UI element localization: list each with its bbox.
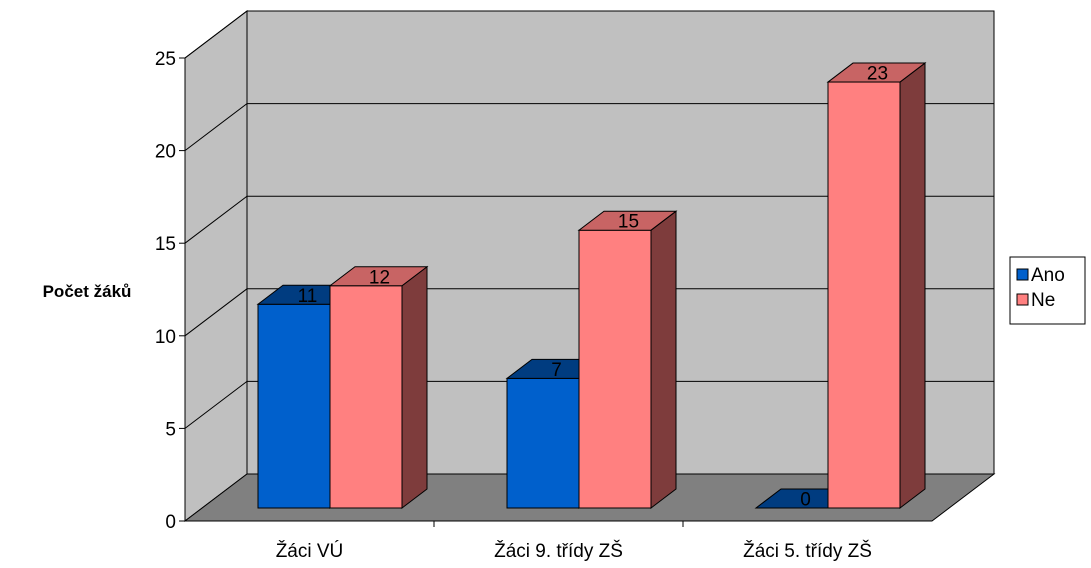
y-axis-label: Počet žáků bbox=[43, 282, 132, 301]
y-tick-label: 5 bbox=[165, 419, 176, 440]
bar-top bbox=[826, 62, 927, 83]
data-label: 0 bbox=[800, 490, 811, 511]
data-labels: 11 12 7 15 0 23 bbox=[298, 64, 888, 511]
gridline bbox=[184, 380, 994, 429]
bar-top bbox=[328, 266, 429, 287]
bar-side bbox=[899, 62, 926, 510]
y-tick-label: 20 bbox=[155, 142, 176, 163]
gridlines bbox=[184, 10, 994, 429]
bar-front bbox=[578, 229, 652, 509]
data-label: 12 bbox=[369, 267, 390, 288]
bar-front bbox=[329, 285, 403, 509]
y-tick-label: 10 bbox=[155, 327, 176, 348]
bar-front bbox=[257, 303, 331, 509]
data-label: 23 bbox=[867, 64, 888, 85]
bars bbox=[256, 62, 927, 510]
gridline bbox=[184, 288, 994, 337]
x-tick-label: Žáci 9. třídy ZŠ bbox=[494, 540, 623, 562]
y-tick-label: 25 bbox=[155, 49, 176, 70]
y-tick-label: 0 bbox=[165, 512, 176, 533]
legend: Ano Ne bbox=[1009, 256, 1086, 325]
bar-side bbox=[401, 265, 428, 510]
legend-swatch bbox=[1016, 268, 1029, 281]
legend-label: Ano bbox=[1031, 265, 1065, 286]
y-tick-label: 15 bbox=[155, 234, 176, 255]
bar-ne bbox=[577, 210, 678, 510]
bar-front bbox=[506, 377, 580, 509]
data-label: 15 bbox=[618, 212, 639, 233]
data-label: 11 bbox=[298, 286, 318, 307]
bar-ne bbox=[328, 265, 429, 510]
axes: 0 5 10 15 20 25 Žáci VÚ Žáci 9. třídy ZŠ Žáci 5.… bbox=[155, 49, 932, 562]
legend-box bbox=[1009, 256, 1086, 325]
data-label: 7 bbox=[551, 360, 562, 381]
side-wall bbox=[184, 9, 248, 523]
x-tick-label: Žáci VÚ bbox=[276, 540, 344, 562]
gridline bbox=[184, 103, 994, 151]
legend-label: Ne bbox=[1031, 290, 1055, 311]
gridline bbox=[184, 195, 994, 244]
bar-front bbox=[827, 81, 901, 509]
legend-swatch bbox=[1016, 293, 1029, 306]
bar-top bbox=[577, 210, 678, 231]
bar-ne bbox=[826, 62, 927, 510]
gridline bbox=[184, 10, 994, 59]
x-tick-label: Žáci 5. třídy ZŠ bbox=[743, 540, 872, 562]
bar-side bbox=[650, 210, 677, 510]
